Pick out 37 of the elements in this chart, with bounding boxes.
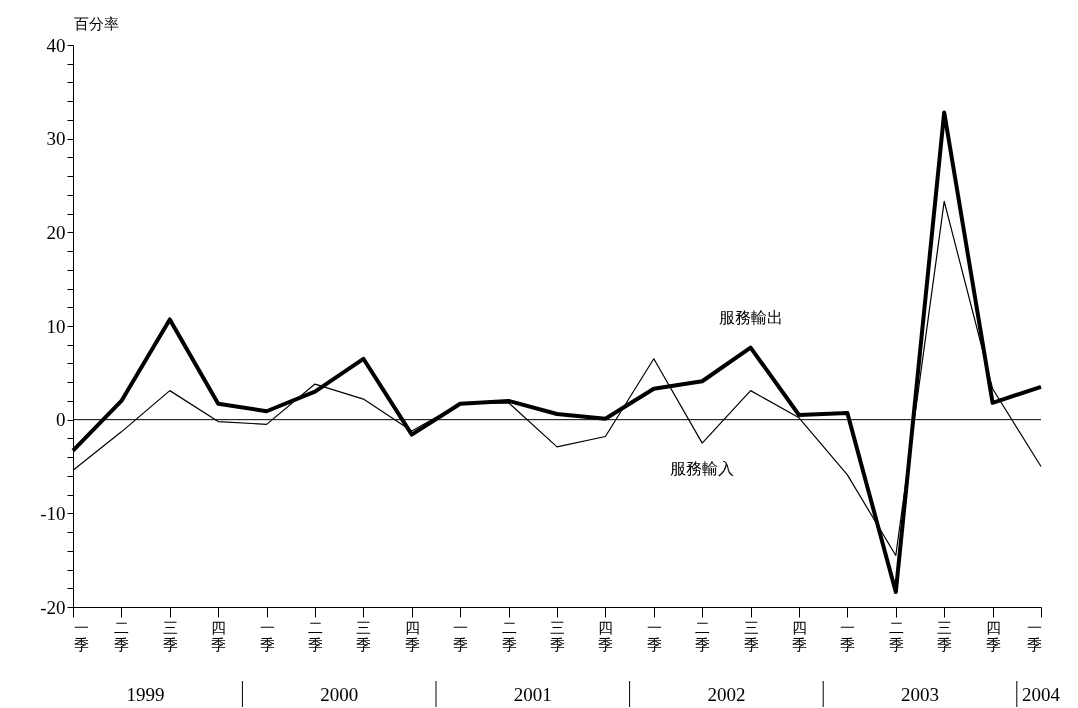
x-tick-label: 二季: [308, 618, 323, 654]
y-tick-label: 40: [46, 34, 66, 56]
x-tick-label: 四季: [985, 618, 1001, 654]
text: 1999: [126, 684, 165, 705]
x-tick-label: 四季: [792, 618, 807, 654]
series-label: 服務輸入: [670, 459, 735, 479]
x-tick-label: 四季: [598, 618, 614, 654]
y-tick-label: 20: [46, 221, 66, 243]
x-tick-label: 一季: [1026, 618, 1042, 654]
y-axis-title: 百分率: [73, 14, 119, 33]
text: 2002: [707, 684, 746, 705]
y-tick-label: -20: [40, 596, 66, 618]
y-tick-label: 0: [56, 409, 66, 431]
text: 2000: [320, 684, 359, 705]
series-label: 服務輸出: [718, 307, 783, 327]
x-tick-label: 二季: [695, 618, 711, 654]
x-tick-label: 四季: [404, 618, 420, 654]
x-tick-label: 二季: [501, 618, 517, 654]
text: 2004: [1022, 684, 1061, 705]
y-tick-label: 10: [46, 315, 66, 337]
x-tick-label: 三季: [162, 618, 178, 654]
x-tick-label: 二季: [114, 618, 130, 654]
x-tick-label: 三季: [937, 618, 953, 654]
x-tick-label: 三季: [743, 618, 759, 654]
x-tick-label: 三季: [550, 618, 565, 654]
text: 2001: [513, 684, 552, 705]
x-tick-label: 一季: [840, 618, 856, 654]
x-tick-label: 一季: [259, 618, 275, 654]
x-tick-label: 一季: [453, 618, 469, 654]
x-tick-label: 一季: [646, 618, 662, 654]
y-tick-label: 30: [46, 128, 66, 150]
x-tick-label: 一季: [73, 618, 89, 654]
x-tick-label: 三季: [356, 618, 372, 654]
y-tick-label: -10: [40, 502, 66, 524]
x-tick-label: 四季: [211, 618, 227, 654]
text: 2003: [901, 684, 939, 705]
x-tick-label: 二季: [888, 618, 904, 654]
